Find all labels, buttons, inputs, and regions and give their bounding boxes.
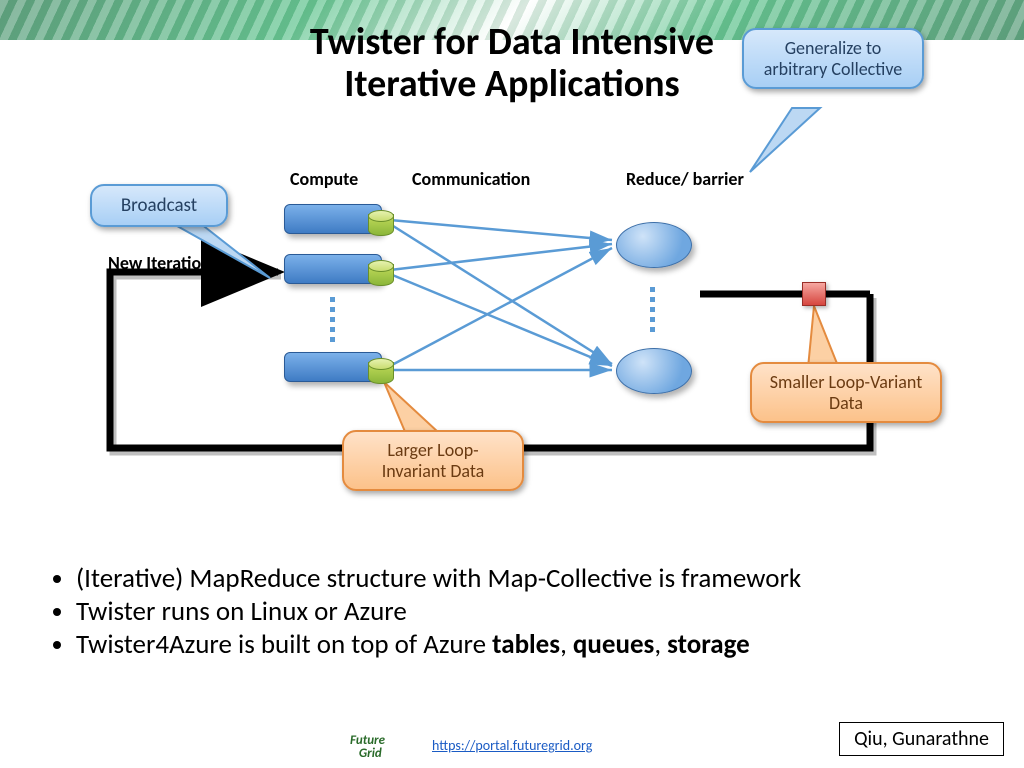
bullet-2: Twister runs on Linux or Azure (76, 596, 1024, 627)
new-iteration-label: New Iteration (108, 252, 211, 274)
footer-link[interactable]: https://portal.futuregrid.org (432, 737, 592, 754)
attribution-box: Qiu, Gunarathne (839, 722, 1004, 756)
title-line2: Iterative Applications (344, 61, 679, 107)
smaller-callout: Smaller Loop-Variant Data (750, 362, 942, 423)
data-cylinder-icon (368, 260, 392, 288)
smaller-callout-text: Smaller Loop-Variant Data (770, 371, 923, 414)
communication-label: Communication (412, 168, 530, 190)
bullet-1: (Iterative) MapReduce structure with Map… (76, 563, 1024, 594)
reduce-label: Reduce/ barrier (626, 168, 744, 190)
compute-label: Compute (290, 168, 358, 190)
ellipsis-dots-icon (330, 292, 336, 347)
data-cylinder-icon (368, 358, 392, 386)
red-marker (802, 282, 826, 306)
reduce-ellipse (616, 348, 692, 394)
generalize-callout-text: Generalize to arbitrary Collective (764, 37, 902, 80)
bullet-3: Twister4Azure is built on top of Azure t… (76, 629, 1024, 660)
ellipsis-dots-icon (650, 282, 656, 337)
title-line1: Twister for Data Intensive (310, 19, 714, 65)
futuregrid-logo: Future Grid (350, 735, 385, 760)
bullet-list: (Iterative) MapReduce structure with Map… (36, 563, 1024, 662)
logo-line2: Grid (359, 746, 382, 761)
larger-callout: Larger Loop-Invariant Data (342, 430, 524, 491)
data-cylinder-icon (368, 210, 392, 238)
larger-callout-text: Larger Loop-Invariant Data (382, 439, 485, 482)
generalize-callout: Generalize to arbitrary Collective (742, 28, 924, 89)
broadcast-callout-text: Broadcast (121, 194, 197, 217)
broadcast-callout: Broadcast (90, 184, 228, 227)
reduce-ellipse (616, 222, 692, 268)
